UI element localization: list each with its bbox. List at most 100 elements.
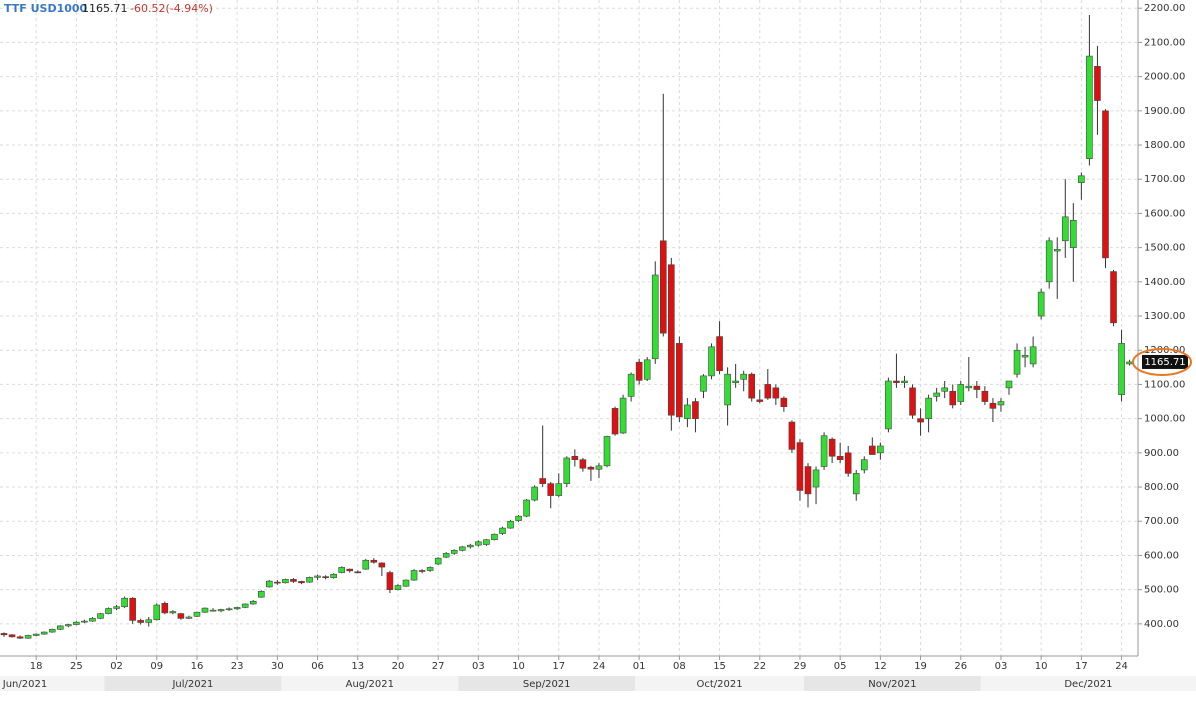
- candle-body: [844, 452, 852, 474]
- candle-body: [338, 567, 345, 573]
- y-tick-label: 600.00: [1144, 550, 1179, 561]
- y-tick-label: 700.00: [1144, 516, 1179, 527]
- candle-body: [836, 455, 844, 460]
- candle-body: [0, 633, 8, 636]
- candle-body: [1110, 271, 1117, 324]
- candle-body: [362, 559, 370, 570]
- y-tick-label: 1100.00: [1144, 379, 1185, 390]
- x-tick-label: 10: [1035, 661, 1048, 672]
- candle-body: [587, 466, 595, 470]
- candle-body: [426, 567, 434, 571]
- candle-body: [1029, 346, 1037, 365]
- candle-body: [354, 571, 362, 574]
- y-tick-label: 500.00: [1144, 585, 1179, 596]
- y-tick-label: 800.00: [1144, 482, 1179, 493]
- x-tick-label: 13: [351, 661, 364, 672]
- last-price-tag: 1165.71: [1144, 357, 1185, 368]
- candle-body: [378, 562, 386, 568]
- chart-title: TTF USD1000: [4, 2, 88, 15]
- candle-body: [467, 544, 474, 548]
- y-tick-label: 2100.00: [1144, 37, 1185, 48]
- x-tick-label: 17: [1075, 661, 1088, 672]
- month-label: Oct/2021: [697, 679, 743, 690]
- month-band: [803, 676, 981, 691]
- candle-body: [32, 633, 40, 636]
- y-tick-label: 400.00: [1144, 619, 1179, 630]
- y-tick-label: 2200.00: [1144, 3, 1185, 14]
- x-tick-label: 23: [231, 661, 244, 672]
- candle-body: [515, 515, 522, 521]
- candle-body: [676, 343, 683, 418]
- candle-body: [989, 402, 997, 409]
- month-label: Jul/2021: [171, 679, 213, 690]
- candle-body: [40, 631, 48, 635]
- x-tick-label: 20: [392, 661, 405, 672]
- candle-body: [249, 600, 257, 605]
- candle-body: [209, 609, 217, 612]
- candle-body: [957, 384, 965, 402]
- candle-body: [129, 597, 136, 621]
- candle-body: [177, 613, 185, 619]
- month-label: Nov/2021: [868, 679, 916, 690]
- x-tick-label: 22: [753, 661, 766, 672]
- candle-body: [941, 387, 948, 392]
- candle-body: [402, 579, 410, 587]
- y-tick-label: 1700.00: [1144, 174, 1185, 185]
- candle-body: [48, 629, 56, 633]
- candle-body: [740, 373, 747, 380]
- x-tick-label: 03: [472, 661, 485, 672]
- candle-body: [909, 387, 916, 416]
- candle-body: [16, 636, 24, 639]
- candle-body: [796, 442, 804, 491]
- y-tick-label: 1200.00: [1144, 345, 1185, 356]
- candle-body: [24, 635, 32, 639]
- highlight-ring: [1132, 347, 1192, 376]
- candle-body: [555, 483, 563, 496]
- y-tick-label: 1000.00: [1144, 414, 1185, 425]
- candle-body: [563, 457, 571, 484]
- y-tick-label: 1400.00: [1144, 277, 1185, 288]
- candle-body: [1005, 380, 1013, 389]
- candle-body: [346, 568, 354, 572]
- candle-body: [241, 603, 249, 608]
- x-tick-label: 06: [311, 661, 324, 672]
- candle-body: [997, 401, 1005, 406]
- candle-body: [901, 380, 908, 384]
- candle-body: [169, 611, 177, 614]
- candle-body: [820, 435, 828, 467]
- candle-body: [651, 274, 659, 360]
- x-tick-label: 05: [834, 661, 847, 672]
- candle-body: [708, 346, 715, 377]
- candle-body: [282, 579, 289, 584]
- candle-body: [1021, 355, 1029, 358]
- candle-body: [274, 581, 281, 584]
- x-tick-label: 24: [1115, 661, 1128, 672]
- x-tick-label: 19: [914, 661, 927, 672]
- candle-body: [716, 336, 723, 372]
- month-band: [635, 676, 804, 691]
- candle-body: [828, 438, 836, 457]
- candle-body: [700, 375, 707, 392]
- candle-body: [1070, 219, 1077, 248]
- candle-body: [201, 607, 209, 613]
- candle-body: [788, 421, 796, 450]
- candle-body: [89, 618, 96, 622]
- candle-body: [290, 579, 297, 582]
- candle-body: [603, 436, 611, 467]
- x-tick-label: 16: [191, 661, 204, 672]
- candle-body: [233, 607, 241, 610]
- candle-body: [724, 373, 731, 406]
- candle-body: [547, 483, 555, 496]
- candle-body: [475, 541, 482, 546]
- x-tick-label: 27: [432, 661, 445, 672]
- candle-body: [668, 264, 675, 416]
- candle-body: [330, 573, 337, 578]
- candle-body: [531, 486, 538, 501]
- x-tick-label: 17: [552, 661, 565, 672]
- candle-body: [571, 455, 579, 460]
- candle-body: [635, 361, 643, 381]
- candle-body: [619, 397, 627, 434]
- candle-body: [314, 575, 321, 578]
- candle-body: [257, 591, 265, 598]
